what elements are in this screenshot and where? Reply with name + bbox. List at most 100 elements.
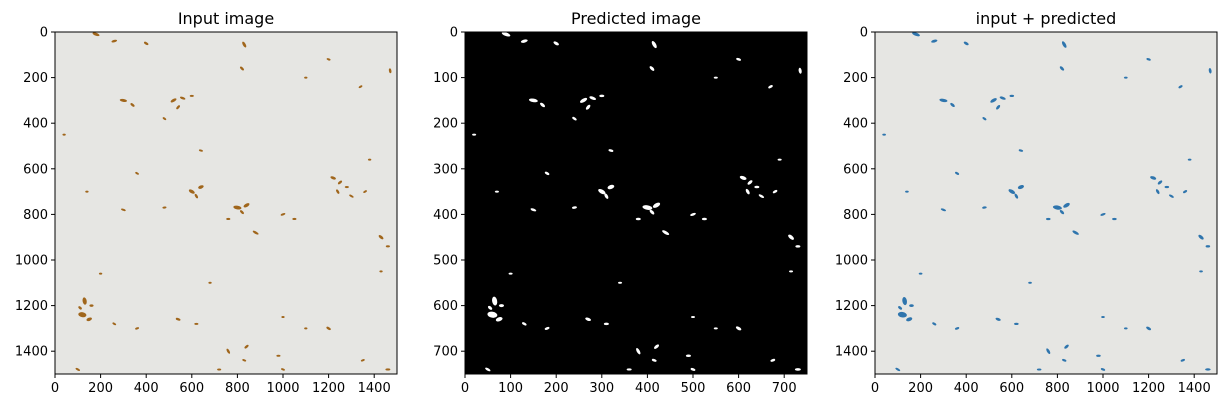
particle — [240, 210, 244, 215]
overlay-blob — [1052, 205, 1062, 210]
particle — [385, 245, 390, 248]
mask-blob — [487, 311, 498, 318]
overlay-blob — [1059, 66, 1065, 71]
particle — [226, 348, 231, 354]
mask-blob — [642, 205, 653, 210]
x-tick-label: 300 — [589, 381, 614, 396]
mask-blob — [651, 358, 657, 362]
y-tick-label: 0 — [40, 26, 48, 41]
particle — [281, 368, 285, 371]
particle — [242, 41, 247, 48]
particle — [360, 359, 365, 362]
particle — [162, 117, 167, 121]
y-tick-label: 800 — [843, 208, 868, 223]
overlay-blob — [1014, 322, 1019, 325]
mask-blob — [788, 234, 794, 240]
mask-blob — [690, 212, 696, 216]
x-tick-label: 400 — [635, 381, 660, 396]
mask-blob — [794, 368, 801, 371]
particle — [121, 208, 126, 212]
overlay-blob — [1062, 358, 1067, 362]
y-tick-label: 100 — [433, 71, 458, 86]
mask-blob — [690, 367, 696, 371]
x-tick-label: 500 — [681, 381, 706, 396]
overlay-blob — [1112, 217, 1117, 221]
mask-blob — [652, 202, 661, 208]
y-tick-label: 200 — [23, 71, 48, 86]
x-tick-label: 600 — [999, 381, 1024, 396]
mask-blob — [636, 348, 641, 355]
mask-blob — [608, 149, 614, 152]
overlay-blob — [1178, 85, 1183, 89]
particle — [189, 94, 194, 97]
mask-layer — [472, 32, 802, 372]
overlay-blob — [931, 39, 938, 43]
overlay-blob — [1150, 176, 1157, 180]
x-tick-label: 1000 — [1086, 381, 1119, 396]
overlay-blob — [1100, 368, 1106, 371]
overlay-blob — [1187, 158, 1192, 161]
particle — [198, 185, 204, 189]
overlay-blob — [898, 306, 903, 310]
mask-blob — [522, 322, 527, 326]
overlay-blob — [1059, 209, 1065, 215]
mask-blob — [572, 116, 577, 121]
particle — [62, 133, 66, 136]
mask-blob — [494, 190, 499, 193]
x-tick-label: 200 — [544, 381, 569, 396]
mask-blob — [498, 304, 504, 308]
mask-blob — [607, 184, 615, 190]
x-tick-label: 200 — [88, 381, 113, 396]
panel-title: input + predicted — [976, 9, 1117, 28]
y-tick-label: 0 — [860, 26, 868, 41]
overlay-blob — [1036, 368, 1042, 371]
y-tick-label: 300 — [433, 162, 458, 177]
y-tick-label: 600 — [843, 162, 868, 177]
particle — [112, 322, 117, 326]
y-tick-label: 200 — [843, 71, 868, 86]
x-tick-label: 600 — [726, 381, 751, 396]
particle — [176, 105, 180, 110]
overlay-blob — [1164, 185, 1170, 189]
overlay-blob — [1208, 68, 1212, 74]
mask-blob — [585, 104, 591, 110]
mask-blob — [528, 98, 538, 103]
mask-blob — [777, 158, 782, 161]
mask-blob — [713, 327, 718, 330]
panel-title: Predicted image — [571, 9, 701, 28]
mask-blob — [795, 245, 801, 248]
overlay-blob — [995, 317, 1001, 321]
particle — [143, 41, 149, 46]
mask-blob — [495, 317, 503, 322]
overlay-blob — [1123, 327, 1128, 330]
particle — [281, 316, 285, 318]
particles-layer — [62, 32, 392, 371]
y-tick-label: 400 — [23, 117, 48, 132]
mask-blob — [654, 344, 660, 349]
overlay-blob — [982, 206, 987, 209]
overlay-blob — [909, 304, 914, 307]
overlay-layer — [882, 32, 1212, 372]
axes-frame — [874, 31, 1218, 375]
particle — [304, 76, 308, 79]
overlay-blob — [1017, 185, 1024, 190]
axes-frame — [464, 31, 808, 375]
particle — [111, 39, 118, 43]
mask-blob — [530, 208, 537, 212]
overlay-blob — [954, 327, 960, 330]
y-tick-label: 1200 — [15, 299, 48, 314]
overlay-blob — [982, 117, 987, 121]
x-tick-label: 800 — [1045, 381, 1070, 396]
overlay-blob — [1046, 348, 1051, 355]
mask-blob — [508, 272, 513, 275]
particle — [179, 96, 186, 100]
mask-blob — [487, 305, 493, 310]
particle — [252, 230, 259, 235]
overlay-blob — [1168, 194, 1174, 198]
mask-blob — [492, 296, 498, 306]
particle — [244, 344, 249, 349]
overlay-blob — [1063, 202, 1070, 208]
mask-blob — [713, 76, 718, 79]
overlay-blob — [1198, 234, 1204, 240]
particle — [280, 213, 286, 216]
